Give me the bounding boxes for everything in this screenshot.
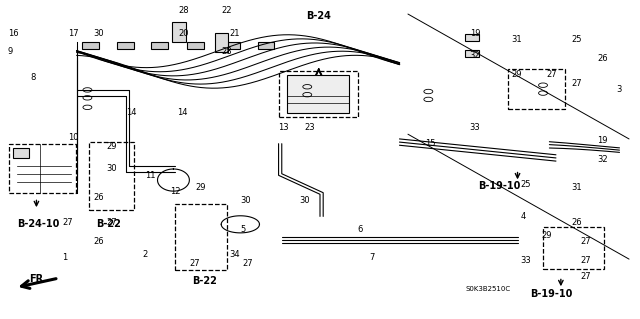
Text: 4: 4 [521,212,526,221]
Bar [9,144,76,193]
Text: B-22: B-22 [193,276,218,286]
Text: 20: 20 [179,28,189,38]
Text: B-22: B-22 [96,219,120,229]
Text: 30: 30 [106,165,117,174]
Text: 27: 27 [62,218,72,227]
Text: 34: 34 [230,250,240,259]
Bar [188,42,204,49]
Bar [215,33,228,52]
Text: 23: 23 [304,123,315,132]
Text: 22: 22 [221,6,232,15]
Text: 16: 16 [8,28,19,38]
Text: 27: 27 [546,70,557,78]
Text: 6: 6 [357,225,362,234]
Bar [117,42,134,49]
Text: 28: 28 [179,6,189,15]
Text: 3: 3 [616,85,621,94]
Text: B-24: B-24 [307,11,331,21]
Text: 19: 19 [470,28,480,38]
Bar [172,22,186,42]
Bar [465,50,479,57]
Bar [224,42,241,49]
Text: 30: 30 [300,196,310,205]
Text: 29: 29 [541,231,552,240]
Bar [151,42,168,49]
Text: 31: 31 [511,35,522,44]
Text: 10: 10 [68,133,79,142]
Text: 27: 27 [580,237,591,246]
Text: 26: 26 [572,218,582,227]
Text: 7: 7 [370,253,375,262]
Text: 19: 19 [597,136,608,145]
Text: 27: 27 [243,259,253,268]
Text: 2: 2 [143,250,148,259]
Text: 26: 26 [94,193,104,202]
Text: 15: 15 [425,139,436,148]
Text: 12: 12 [170,187,180,196]
Text: 29: 29 [106,142,117,151]
Text: 27: 27 [106,218,117,227]
Bar [90,142,134,210]
Text: 27: 27 [580,256,591,265]
Text: 30: 30 [241,196,251,205]
Text: 33: 33 [470,123,481,132]
Text: 21: 21 [230,28,240,38]
Text: 8: 8 [30,73,35,82]
Text: 27: 27 [580,272,591,281]
Text: B-19-10: B-19-10 [531,289,573,299]
Text: 27: 27 [189,259,200,268]
Text: 1: 1 [62,253,67,262]
Text: 11: 11 [145,171,156,180]
Text: 26: 26 [94,237,104,246]
Text: 29: 29 [511,70,522,78]
Text: 28: 28 [221,48,232,56]
Text: B-24-10: B-24-10 [17,219,60,229]
Bar [83,42,99,49]
Bar [175,204,227,270]
Text: B-19-10: B-19-10 [478,182,520,191]
Bar [465,34,479,41]
Text: 25: 25 [521,180,531,189]
Text: 13: 13 [278,123,289,132]
Text: 29: 29 [196,183,206,192]
Text: 14: 14 [125,108,136,116]
Bar [287,75,349,113]
Text: 32: 32 [470,51,481,60]
Text: 33: 33 [521,256,531,265]
Text: 26: 26 [597,54,608,63]
Bar [257,42,274,49]
Bar [508,69,565,109]
Text: 17: 17 [68,28,79,38]
Text: S0K3B2510C: S0K3B2510C [465,286,511,292]
Text: FR.: FR. [29,274,47,284]
Bar [13,148,29,158]
Text: 32: 32 [597,155,608,164]
Bar [278,71,358,117]
Text: 14: 14 [177,108,187,116]
Text: 5: 5 [241,225,246,234]
Text: 27: 27 [572,79,582,88]
Text: 25: 25 [572,35,582,44]
Text: 30: 30 [94,28,104,38]
Bar [543,227,604,269]
Text: 31: 31 [572,183,582,192]
Text: 9: 9 [8,48,13,56]
